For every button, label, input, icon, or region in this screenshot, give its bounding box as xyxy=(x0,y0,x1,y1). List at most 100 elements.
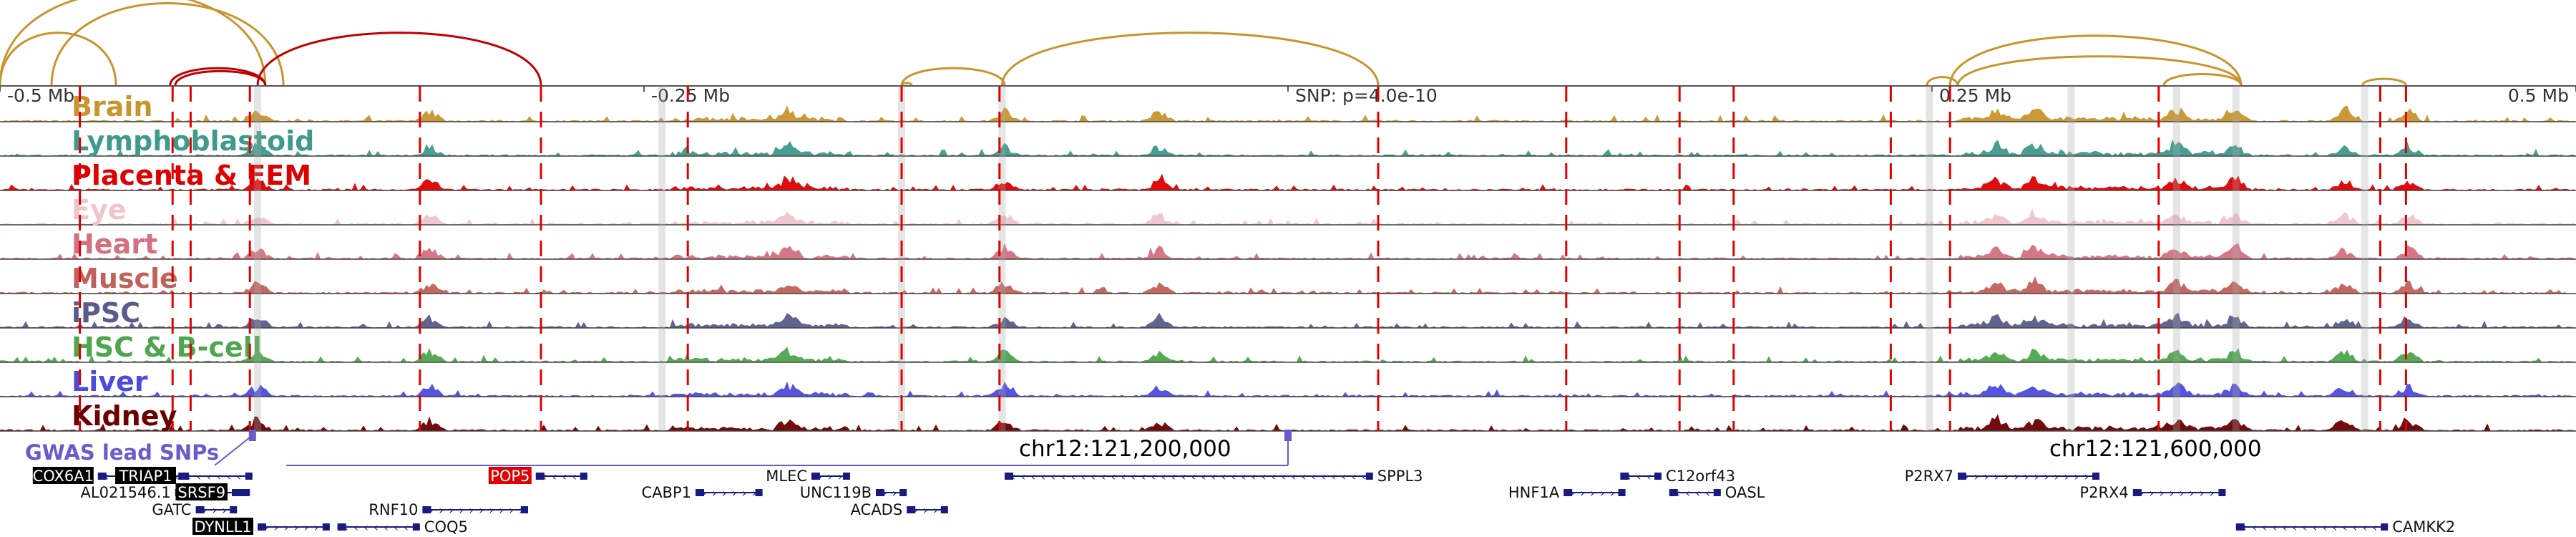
strand-chevron: ‹ xyxy=(1121,470,1126,483)
interaction-arc xyxy=(0,32,117,87)
interaction-arc xyxy=(900,82,913,87)
gene-dynll1[interactable]: ››››››DYNLL1 xyxy=(192,518,330,536)
highlight-lines xyxy=(79,86,2407,431)
strand-chevron: ‹ xyxy=(2263,521,2267,534)
strand-chevron: › xyxy=(509,503,513,517)
gene-coq5[interactable]: ‹‹‹‹‹‹‹COQ5 xyxy=(337,518,468,536)
strand-chevron: ‹ xyxy=(394,521,398,534)
strand-chevron: › xyxy=(2180,486,2184,500)
interaction-arc xyxy=(50,2,285,87)
gene-label: RNF10 xyxy=(369,501,418,518)
gene-label: UNC119B xyxy=(800,484,872,501)
gene-oasl[interactable]: ‹‹‹‹OASL xyxy=(1669,484,1765,501)
strand-chevron: › xyxy=(2024,470,2029,483)
strand-chevron: › xyxy=(2084,470,2089,483)
strand-chevron: › xyxy=(742,486,746,500)
exon-block xyxy=(899,489,907,496)
track-signal xyxy=(0,381,2576,397)
strand-chevron: › xyxy=(274,521,278,534)
gene-gatc[interactable]: ›››GATC xyxy=(152,501,238,518)
gene-srsf9[interactable]: ‹SRSF9 xyxy=(175,483,250,501)
strand-chevron: ‹ xyxy=(1302,470,1306,483)
exon-block xyxy=(843,473,850,480)
strand-chevron: ‹ xyxy=(227,470,231,483)
strand-chevron: ‹ xyxy=(1686,486,1690,500)
strand-chevron: ‹ xyxy=(2373,521,2377,534)
gene-hnf1a[interactable]: ›››››HNF1A xyxy=(1508,484,1626,501)
gene-label: C12orf43 xyxy=(1666,468,1735,485)
strand-chevron: ‹ xyxy=(1272,470,1276,483)
track-label: Lymphoblastoid xyxy=(72,125,314,157)
gene-camkk2[interactable]: ‹‹‹‹‹‹‹‹‹‹‹‹‹‹CAMKK2 xyxy=(2235,518,2455,536)
strand-chevron: › xyxy=(294,521,298,534)
exon-block xyxy=(1713,489,1721,496)
gene-label: POP5 xyxy=(490,468,530,485)
exon-block xyxy=(97,473,107,480)
gene-sppl3[interactable]: ‹‹‹‹‹‹‹‹‹‹‹‹‹‹‹‹‹‹‹‹‹‹‹‹‹‹‹‹‹‹‹‹‹‹‹‹SPPL… xyxy=(1005,468,1423,485)
gene-label: TRIAP1 xyxy=(118,468,172,485)
strand-chevron: ‹ xyxy=(384,521,388,534)
track-signal xyxy=(0,173,2576,191)
strand-chevron: ‹ xyxy=(1292,470,1296,483)
gene-label: OASL xyxy=(1725,484,1765,501)
exon-block xyxy=(876,489,884,496)
gene-label: HNF1A xyxy=(1508,484,1560,501)
grey-highlight-band xyxy=(2361,86,2368,431)
gene-unc119b[interactable]: ››UNC119B xyxy=(800,484,907,501)
strand-chevron: ‹ xyxy=(1332,470,1336,483)
strand-chevron: › xyxy=(469,503,473,517)
strand-chevron: ‹ xyxy=(2303,521,2307,534)
exon-block xyxy=(535,473,545,480)
exon-block xyxy=(258,523,266,531)
gene-cabp1[interactable]: ››››››CABP1 xyxy=(642,484,763,501)
track-signal xyxy=(0,105,2576,122)
exon-block xyxy=(2132,489,2142,496)
grey-highlight-band xyxy=(254,86,261,431)
strand-chevron: ‹ xyxy=(1191,470,1196,483)
grey-highlight-band xyxy=(2067,86,2075,431)
gene-label: P2RX7 xyxy=(1905,468,1953,485)
gene-mlec[interactable]: ›››MLEC xyxy=(766,468,850,485)
strand-chevron: › xyxy=(1984,470,1989,483)
strand-chevron: ‹ xyxy=(1696,486,1700,500)
strand-chevron: › xyxy=(712,486,716,500)
strand-chevron: ‹ xyxy=(1031,470,1035,483)
exon-block xyxy=(322,523,330,531)
exon-block xyxy=(696,489,704,496)
strand-chevron: ‹ xyxy=(1081,470,1085,483)
strand-chevron: › xyxy=(479,503,483,517)
strand-chevron: › xyxy=(284,521,288,534)
gene-label: DYNLL1 xyxy=(194,518,251,536)
gene-p2rx7[interactable]: ›››››››››››››P2RX7 xyxy=(1905,468,2099,485)
exon-block xyxy=(243,489,250,496)
strand-chevron: › xyxy=(439,503,443,517)
gene-rnf10[interactable]: ››››››››››RNF10 xyxy=(369,501,528,518)
track-label: iPSC xyxy=(72,297,140,329)
gene-acads[interactable]: ›››ACADS xyxy=(851,501,948,518)
strand-chevron: ‹ xyxy=(1061,470,1065,483)
exon-block xyxy=(180,473,189,480)
gene-p2rx4[interactable]: ››››››››P2RX4 xyxy=(2079,484,2226,501)
strand-chevron: › xyxy=(2150,486,2154,500)
strand-chevron: › xyxy=(2160,486,2164,500)
strand-chevron: › xyxy=(1580,486,1584,500)
interaction-arc xyxy=(1956,55,2243,87)
strand-chevron: › xyxy=(314,521,318,534)
gene-pop5[interactable]: ‹‹‹‹POP5 xyxy=(488,467,587,485)
exon-block xyxy=(2381,523,2389,531)
strand-chevron: › xyxy=(2074,470,2079,483)
gene-triap1[interactable]: ‹‹‹‹‹‹TRIAP1 xyxy=(115,467,253,485)
exon-block xyxy=(1958,473,1966,480)
strand-chevron: ‹ xyxy=(1021,470,1025,483)
strand-chevron: › xyxy=(222,503,226,517)
strand-chevron: › xyxy=(923,503,927,517)
gene-c12orf43[interactable]: ‹‹‹C12orf43 xyxy=(1620,468,1735,485)
strand-chevron: ‹ xyxy=(197,470,201,483)
track-signal xyxy=(0,414,2576,432)
gene-label: GATC xyxy=(152,501,191,518)
strand-chevron: ‹ xyxy=(404,521,408,534)
strand-chevron: ‹ xyxy=(1141,470,1146,483)
interaction-arc xyxy=(174,69,267,87)
exon-block xyxy=(1005,473,1013,480)
